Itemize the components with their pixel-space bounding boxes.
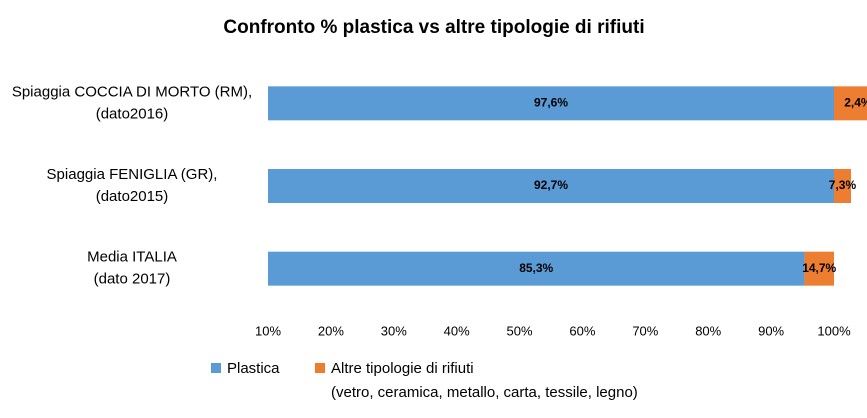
value-label: 7,3%: [829, 178, 857, 192]
legend-label: Plastica: [227, 360, 280, 377]
bar-segment: [804, 251, 834, 286]
x-tick-label: 10%: [255, 323, 281, 338]
legend-swatch: [211, 363, 221, 373]
value-label: 97,6%: [534, 96, 568, 110]
x-tick-label: 90%: [758, 323, 784, 338]
x-tick-label: 50%: [507, 323, 533, 338]
x-tick-label: 80%: [695, 323, 721, 338]
x-tick-label: 60%: [569, 323, 595, 338]
bar-segment: [268, 169, 834, 203]
y-tick-label: Spiaggia COCCIA DI MORTO (RM),: [12, 83, 252, 100]
x-tick-label: 20%: [318, 323, 344, 338]
bar-segment: [834, 86, 867, 121]
x-tick-label: 100%: [817, 323, 851, 338]
y-tick-label: Spiaggia FENIGLIA (GR),: [47, 166, 218, 183]
value-label: 2,4%: [844, 96, 867, 110]
bar-segment: [268, 86, 834, 121]
value-label: 92,7%: [534, 178, 568, 192]
y-tick-label: Media ITALIA: [87, 249, 177, 266]
legend-swatch: [315, 363, 325, 373]
y-tick-label: (dato2016): [96, 105, 169, 122]
y-tick-label: (dato 2017): [94, 271, 171, 288]
legend-note: (vetro, ceramica, metallo, carta, tessil…: [331, 384, 638, 401]
y-tick-label: (dato2015): [96, 188, 169, 205]
x-tick-label: 70%: [632, 323, 658, 338]
x-tick-label: 30%: [381, 323, 407, 338]
value-label: 14,7%: [802, 261, 836, 275]
legend-label: Altre tipologie di rifiuti: [331, 360, 474, 377]
bar-segment: [834, 169, 851, 203]
x-tick-label: 40%: [444, 323, 470, 338]
bar-segment: [268, 251, 805, 286]
value-label: 85,3%: [519, 261, 553, 275]
chart-title: Confronto % plastica vs altre tipologie …: [223, 17, 644, 38]
